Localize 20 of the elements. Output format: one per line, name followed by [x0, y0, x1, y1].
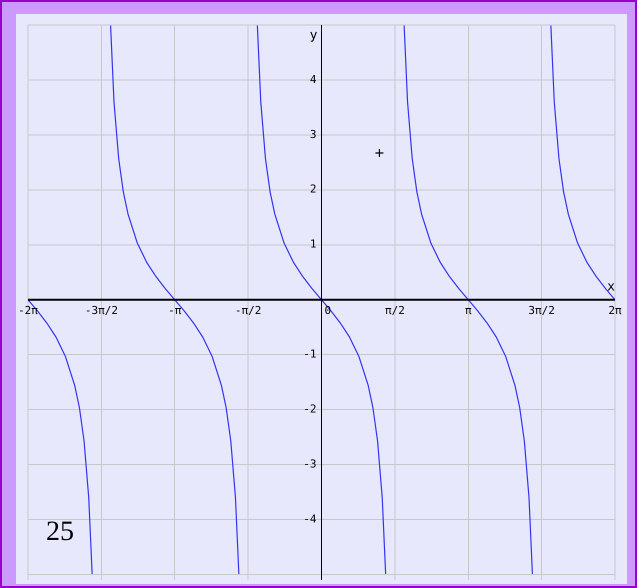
x-tick-label: -π/2 — [234, 304, 262, 318]
y-tick-label: 2 — [310, 182, 316, 196]
y-axis-title: y — [310, 28, 318, 43]
y-tick-label: 3 — [310, 128, 316, 141]
y-tick-label: -1 — [303, 348, 316, 361]
x-tick-label: -2π — [18, 304, 38, 318]
x-tick-label: 2π — [608, 304, 622, 318]
y-tick-label: 4 — [310, 72, 317, 86]
y-tick-label: -2 — [303, 402, 316, 416]
x-tick-label: π/2 — [384, 304, 405, 318]
x-tick-label: -π — [168, 304, 182, 318]
y-tick-label: 1 — [310, 238, 316, 251]
x-tick-label: 3π/2 — [528, 304, 555, 318]
x-tick-label: 0 — [324, 304, 332, 318]
x-tick-label: π — [464, 304, 472, 318]
y-tick-label: -3 — [303, 457, 316, 470]
x-tick-label: -3π/2 — [84, 304, 118, 318]
x-axis-title: x — [607, 280, 616, 295]
y-tick-label: -4 — [303, 512, 317, 526]
annotation: 25 — [46, 516, 74, 547]
